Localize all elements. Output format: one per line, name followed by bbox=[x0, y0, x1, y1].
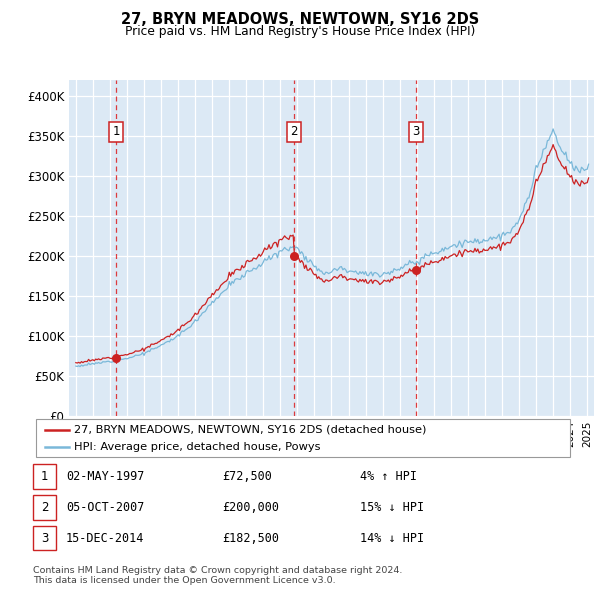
Text: 2: 2 bbox=[41, 501, 48, 514]
Text: 1: 1 bbox=[41, 470, 48, 483]
Text: 27, BRYN MEADOWS, NEWTOWN, SY16 2DS: 27, BRYN MEADOWS, NEWTOWN, SY16 2DS bbox=[121, 12, 479, 27]
Text: 3: 3 bbox=[412, 125, 420, 138]
Text: 05-OCT-2007: 05-OCT-2007 bbox=[66, 501, 145, 514]
Text: 2: 2 bbox=[290, 125, 298, 138]
Text: This data is licensed under the Open Government Licence v3.0.: This data is licensed under the Open Gov… bbox=[33, 576, 335, 585]
Text: 14% ↓ HPI: 14% ↓ HPI bbox=[360, 532, 424, 545]
Text: 15% ↓ HPI: 15% ↓ HPI bbox=[360, 501, 424, 514]
Text: 15-DEC-2014: 15-DEC-2014 bbox=[66, 532, 145, 545]
Text: Price paid vs. HM Land Registry's House Price Index (HPI): Price paid vs. HM Land Registry's House … bbox=[125, 25, 475, 38]
Text: £72,500: £72,500 bbox=[222, 470, 272, 483]
Text: 27, BRYN MEADOWS, NEWTOWN, SY16 2DS (detached house): 27, BRYN MEADOWS, NEWTOWN, SY16 2DS (det… bbox=[74, 425, 426, 435]
Text: 4% ↑ HPI: 4% ↑ HPI bbox=[360, 470, 417, 483]
Text: £182,500: £182,500 bbox=[222, 532, 279, 545]
Text: £200,000: £200,000 bbox=[222, 501, 279, 514]
Text: Contains HM Land Registry data © Crown copyright and database right 2024.: Contains HM Land Registry data © Crown c… bbox=[33, 566, 403, 575]
Text: 1: 1 bbox=[112, 125, 120, 138]
Text: 02-MAY-1997: 02-MAY-1997 bbox=[66, 470, 145, 483]
Text: 3: 3 bbox=[41, 532, 48, 545]
Text: HPI: Average price, detached house, Powys: HPI: Average price, detached house, Powy… bbox=[74, 441, 320, 451]
